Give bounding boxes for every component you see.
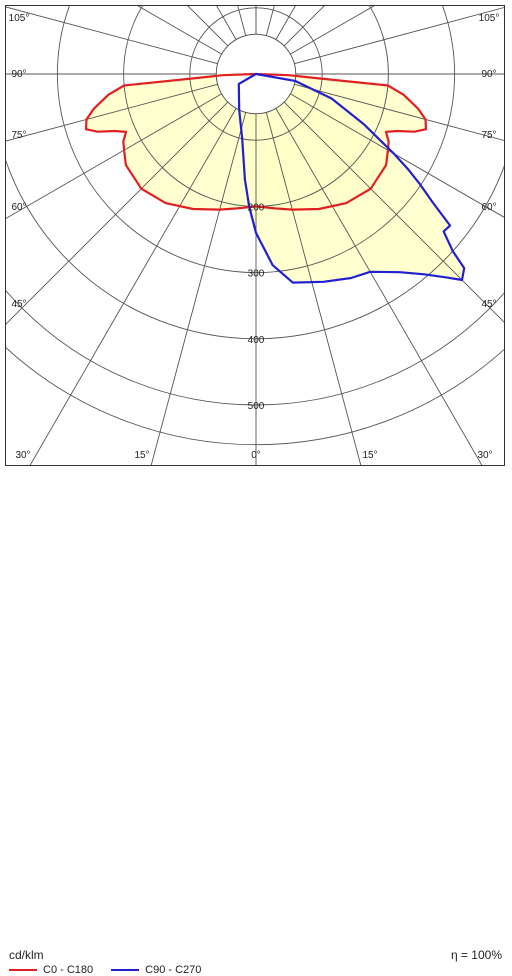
grid-spoke [290, 6, 375, 55]
grid-spoke [187, 6, 229, 47]
legend-item-c90: C90 - C270 [111, 964, 201, 976]
angle-tick-label: 75° [11, 130, 26, 141]
angle-tick-label: 30° [15, 450, 30, 461]
grid-spoke [150, 112, 247, 465]
legend-item-c0: C0 - C180 [9, 964, 93, 976]
series-fill-1 [238, 74, 465, 283]
series-line-1 [237, 72, 466, 284]
grid-spoke [275, 108, 483, 465]
angle-tick-label: 90° [481, 69, 496, 80]
angle-tick-label: 105° [9, 13, 30, 24]
legend-label-c0: C0 - C180 [43, 964, 94, 976]
angle-tick-label: 45° [481, 299, 496, 310]
angle-tick-label: 30° [477, 450, 492, 461]
radial-tick-label: 400 [248, 335, 265, 346]
unit-label: cd/klm [9, 948, 44, 962]
angle-tick-label: 15° [134, 450, 149, 461]
radial-tick-label: 200 [248, 202, 265, 213]
angle-tick-label: 60° [11, 202, 26, 213]
polar-chart-svg: 200 300 400 500 105° 105° 90° 90° 75° 75° 60° 60° 45… [6, 6, 504, 465]
legend-label-c90: C90 - C270 [145, 964, 202, 976]
grid-spoke [294, 83, 504, 141]
angle-tick-label: 60° [481, 202, 496, 213]
angle-tick-label: 45° [11, 299, 26, 310]
grid-spoke [6, 6, 218, 65]
grid-spoke [294, 7, 504, 65]
grid-spoke [265, 6, 275, 36]
grid-spoke [290, 93, 504, 218]
grid-spoke [283, 101, 504, 323]
grid-spoke [6, 83, 218, 142]
grid-spoke [216, 6, 237, 40]
legend: C0 - C180 C90 - C270 [9, 964, 219, 976]
angle-tick-label: 75° [481, 130, 496, 141]
grid-spoke [275, 6, 296, 40]
grid-spoke [29, 108, 237, 465]
grid-spoke [265, 112, 362, 465]
grid-spoke [237, 6, 247, 36]
series-line-0 [84, 72, 428, 211]
legend-swatch-c90 [111, 969, 140, 971]
grid-spoke [6, 101, 229, 325]
angle-tick-label: 90° [11, 69, 26, 80]
angle-tick-label: 105° [479, 13, 500, 24]
grid-spoke [6, 93, 222, 219]
angle-tick-label: 15° [362, 450, 377, 461]
legend-swatch-c0 [9, 969, 37, 971]
chart-footer: cd/klm η = 100% C0 - C180 C90 - C270 [0, 470, 512, 976]
plot-area: 200 300 400 500 [6, 6, 504, 465]
efficiency-label: η = 100% [450, 948, 502, 962]
polar-chart: 200 300 400 500 105° 105° 90° 90° 75° 75° 60° 60° 45… [6, 6, 504, 465]
radial-tick-label: 500 [248, 401, 265, 412]
radial-tick-label: 300 [248, 269, 265, 280]
angle-tick-label: 0° [251, 450, 261, 461]
grid-spoke [137, 6, 222, 55]
